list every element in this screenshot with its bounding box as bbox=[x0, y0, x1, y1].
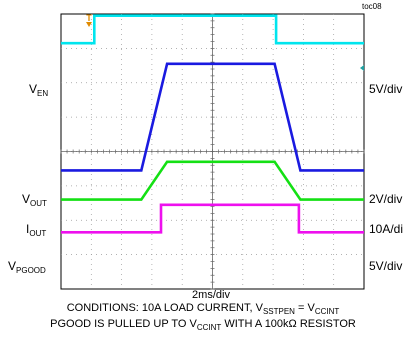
scale-v-en: 5V/div bbox=[369, 82, 402, 96]
trace-v-en bbox=[61, 14, 364, 45]
label-i-out: IOUT bbox=[26, 222, 46, 238]
conditions-line-1: CONDITIONS: 10A LOAD CURRENT, VSSTPEN = … bbox=[67, 302, 340, 316]
trigger-marker-label: T bbox=[86, 13, 92, 23]
label-v-out: VOUT bbox=[22, 192, 47, 208]
figure-tag: toc08 bbox=[362, 2, 382, 11]
traces bbox=[61, 14, 364, 234]
trigger-marker: T bbox=[86, 13, 92, 27]
scale-v-out: 2V/div bbox=[369, 192, 402, 206]
label-v-pgood: VPGOOD bbox=[8, 259, 46, 275]
x-axis-label: 2ms/div bbox=[192, 289, 230, 301]
scale-i-out: 10A/di bbox=[369, 222, 403, 236]
conditions-line-2: PGOOD IS PULLED UP TO VCCINT WITH A 100k… bbox=[50, 318, 356, 332]
label-v-en: VEN bbox=[29, 82, 48, 98]
channel-offset-icon bbox=[360, 65, 364, 71]
grid bbox=[60, 13, 365, 290]
trace-i-out bbox=[61, 160, 364, 201]
trigger-arrow-icon bbox=[86, 22, 92, 27]
trace-v-pgood bbox=[61, 203, 364, 234]
scale-v-pgood: 5V/div bbox=[369, 259, 402, 273]
trace-v-out bbox=[61, 62, 364, 172]
